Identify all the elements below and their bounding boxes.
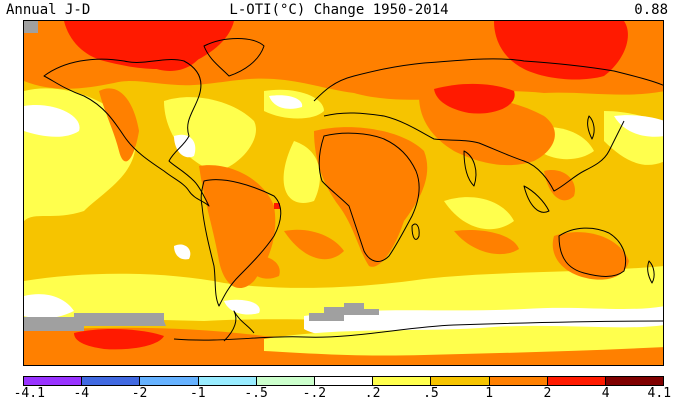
legend-swatch <box>140 377 199 385</box>
legend-tick-label: 4 <box>601 386 610 401</box>
global-mean-value: 0.88 <box>634 2 668 18</box>
legend-tick-label: -.5 <box>244 386 268 401</box>
legend-tick-label: .5 <box>423 386 439 401</box>
map-canvas <box>24 21 663 365</box>
legend-swatch <box>82 377 141 385</box>
legend-tick-label: -4.1 <box>13 386 45 401</box>
legend-tick-label: 2 <box>543 386 552 401</box>
no-data-areas <box>24 21 379 331</box>
legend-swatch <box>489 377 548 385</box>
legend-tick-label: .2 <box>364 386 381 401</box>
color-legend <box>23 376 664 386</box>
coastlines <box>43 38 663 342</box>
legend-tick-labels: -4.1 -4 -2 -1 -.5 -.2 .2 .5 1 2 4 4.1 <box>14 386 671 403</box>
legend-swatch <box>198 377 257 385</box>
legend-swatch <box>431 377 490 385</box>
legend-tick-label: -2 <box>131 386 148 401</box>
map-title: L-OTI(°C) Change 1950-2014 <box>229 2 449 18</box>
legend-tick-label: 1 <box>485 386 494 401</box>
temperature-change-map <box>23 20 664 366</box>
anomaly-band-red <box>64 21 628 350</box>
legend-swatch <box>256 377 315 385</box>
period-label: Annual J-D <box>6 2 91 18</box>
legend-swatch <box>605 377 664 385</box>
legend-tick-label: -1 <box>189 386 206 401</box>
legend-swatch <box>314 377 374 385</box>
legend-swatch <box>373 377 432 385</box>
legend-swatch <box>547 377 606 385</box>
legend-swatch <box>24 377 83 385</box>
antarctic-yellow <box>264 325 663 356</box>
legend-tick-label: -4 <box>73 386 90 401</box>
legend-tick-label: 4.1 <box>647 386 672 401</box>
legend-tick-label: -.2 <box>302 386 327 401</box>
